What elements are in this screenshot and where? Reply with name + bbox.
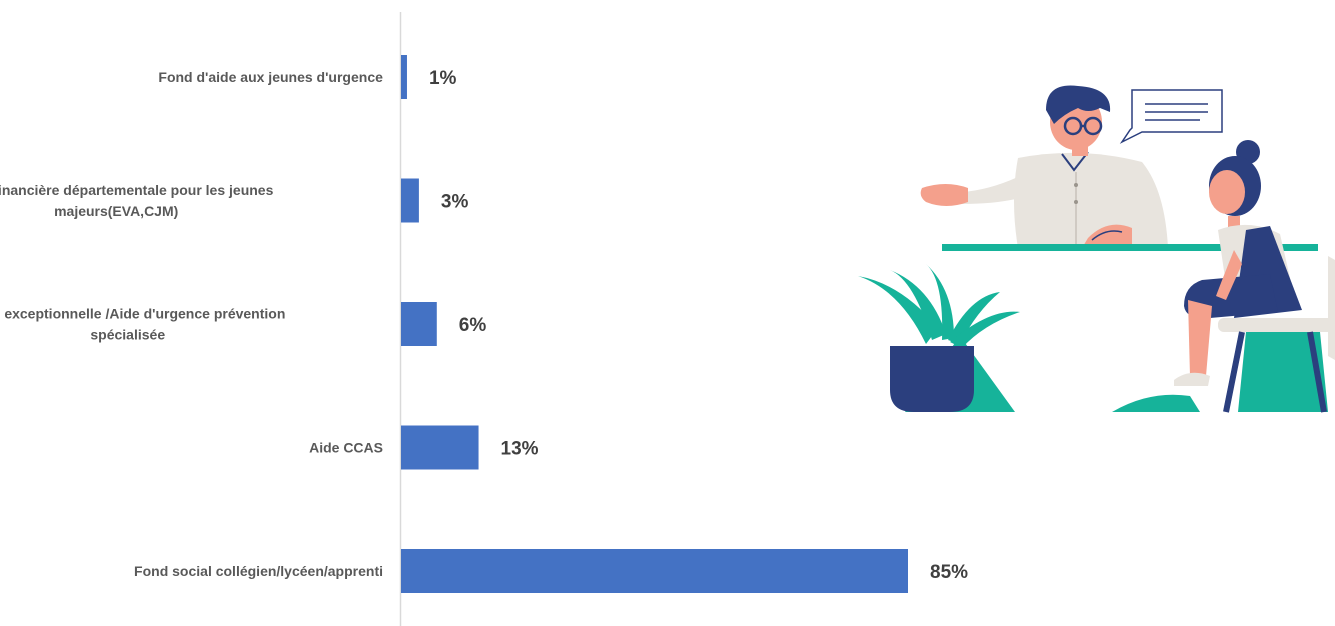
value-label-4: 13% — [501, 439, 539, 460]
bar-5 — [401, 549, 908, 593]
bar-2 — [401, 178, 419, 223]
bar-4 — [401, 425, 479, 470]
table-icon — [942, 244, 1318, 251]
value-label-5: 85% — [930, 562, 968, 583]
girl-figure-icon — [1174, 140, 1302, 386]
category-label-5: Fond social collégien/lycéen/apprenti — [134, 563, 383, 579]
value-label-3: 6% — [459, 315, 487, 336]
value-label-1: 1% — [429, 68, 457, 89]
category-label-4: Aide CCAS — [309, 440, 383, 456]
man-figure-icon — [920, 85, 1168, 248]
chair-icon — [1112, 256, 1335, 413]
bar-1 — [401, 55, 407, 99]
speech-bubble-icon — [1119, 89, 1223, 144]
category-label-3: Aide exceptionnelle /Aide d'urgence prév… — [0, 306, 285, 343]
plant-icon — [858, 264, 1020, 412]
bar-3 — [401, 302, 437, 346]
category-label-2: Aide financière départementale pour les … — [0, 182, 274, 219]
category-label-1: Fond d'aide aux jeunes d'urgence — [158, 69, 383, 85]
consultation-illustration-icon — [858, 85, 1335, 413]
value-label-2: 3% — [441, 192, 469, 213]
